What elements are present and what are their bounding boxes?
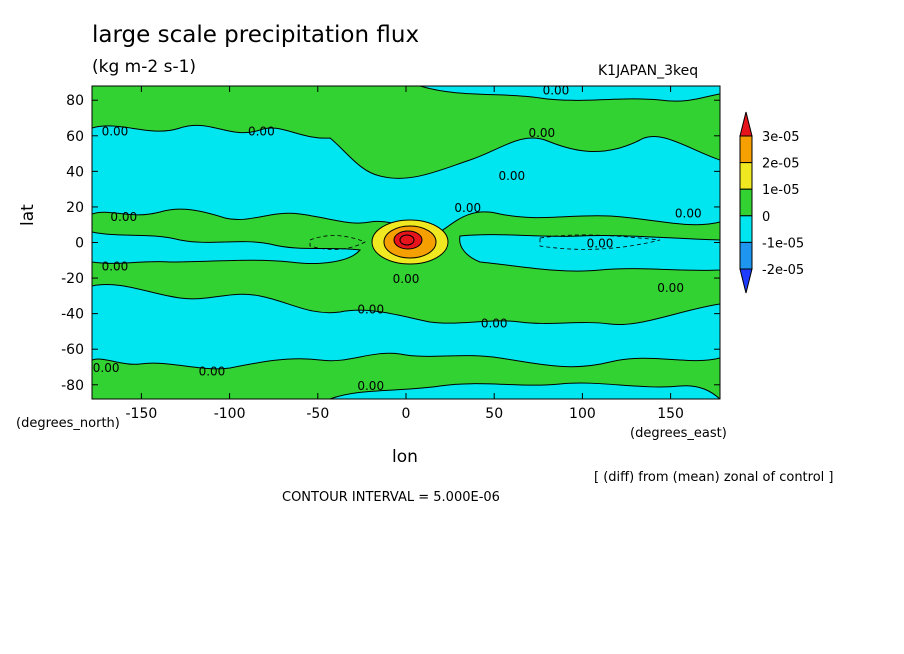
negative-region-far-north <box>419 86 720 102</box>
contour-label: 0.00 <box>248 124 275 138</box>
colorbar-label: 2e-05 <box>762 157 800 172</box>
x-tick-label: 100 <box>569 406 596 422</box>
chart-units: (kg m-2 s-1) <box>92 57 197 77</box>
x-tick-label: 0 <box>402 406 411 422</box>
y-tick-label: 60 <box>66 129 84 145</box>
colorbar-label: 3e-05 <box>762 130 800 145</box>
colorbar-top-triangle <box>739 111 753 137</box>
chart-title: large scale precipitation flux <box>92 22 420 48</box>
colorbar-label: 0 <box>762 210 770 225</box>
negative-region-south <box>92 284 720 370</box>
contour-label: 0.00 <box>543 84 570 98</box>
y-tick-label: 0 <box>75 236 84 252</box>
x-axis-units: (degrees_east) <box>630 426 727 441</box>
x-tick-label: 50 <box>485 406 503 422</box>
colorbar-box <box>739 188 753 217</box>
dashed-negative-contour <box>309 235 366 250</box>
colorbar-box <box>739 215 753 243</box>
colorbar-box <box>739 162 753 190</box>
x-axis-label: lon <box>392 447 418 467</box>
negative-region-tropical-east <box>459 234 720 272</box>
x-tick-label: -150 <box>126 406 158 422</box>
difference-note: [ (diff) from (mean) zonal of control ] <box>594 470 834 485</box>
contour-label: 0.00 <box>199 365 226 379</box>
negative-region-far-south <box>329 382 720 399</box>
contour-label: 0.00 <box>587 237 614 251</box>
contour-label: 0.00 <box>454 201 481 215</box>
y-axis-units: (degrees_north) <box>16 416 120 431</box>
contour-label: 0.00 <box>357 379 384 393</box>
colorbar-box <box>739 241 753 270</box>
y-axis-ticks: -80 -60 -40 -20 0 20 40 60 80 <box>61 93 720 394</box>
x-tick-label: -100 <box>214 406 246 422</box>
contour-label: 0.00 <box>675 206 702 220</box>
y-tick-label: -80 <box>61 378 84 394</box>
y-tick-label: 20 <box>66 200 84 216</box>
y-tick-label: 40 <box>66 164 84 180</box>
contour-label: 0.00 <box>110 210 137 224</box>
dashed-negative-contour-east <box>539 234 661 250</box>
contour-label: 0.00 <box>528 126 555 140</box>
y-tick-label: -60 <box>61 342 84 358</box>
contour-label: 0.00 <box>102 124 129 138</box>
colorbar-bottom-triangle <box>739 268 753 294</box>
colorbar-label: 1e-05 <box>762 183 800 198</box>
run-label: K1JAPAN_3keq <box>598 63 699 79</box>
negative-region-tropical-west <box>92 231 361 264</box>
contour-label: 0.00 <box>481 317 508 331</box>
colorbar-label: -1e-05 <box>762 236 804 251</box>
contour-label: 0.00 <box>357 302 384 316</box>
y-tick-label: -20 <box>61 271 84 287</box>
colorbar: 3e-05 2e-05 1e-05 0 -1e-05 -2e-05 <box>739 111 804 294</box>
contour-label: 0.00 <box>102 260 129 274</box>
y-tick-label: -40 <box>61 307 84 323</box>
x-tick-label: -50 <box>306 406 329 422</box>
x-axis-ticks: -150 -100 -50 0 50 100 150 <box>126 86 684 422</box>
contour-label: 0.00 <box>93 361 120 375</box>
colorbar-label: -2e-05 <box>762 263 804 278</box>
contour-interval: CONTOUR INTERVAL = 5.000E-06 <box>282 490 500 505</box>
positive-region-red <box>393 230 423 250</box>
x-tick-label: 150 <box>657 406 684 422</box>
y-tick-label: 80 <box>66 93 84 109</box>
precipitation-field <box>92 86 720 399</box>
contour-label: 0.00 <box>657 281 684 295</box>
colorbar-box <box>739 135 753 164</box>
maximum-core-contour <box>399 234 415 246</box>
contour-labels: 0.00 0.00 0.00 0.00 0.00 0.00 0.00 0.00 0.00 0.00… <box>93 84 702 393</box>
contour-label: 0.00 <box>393 272 420 286</box>
contour-label: 0.00 <box>498 169 525 183</box>
